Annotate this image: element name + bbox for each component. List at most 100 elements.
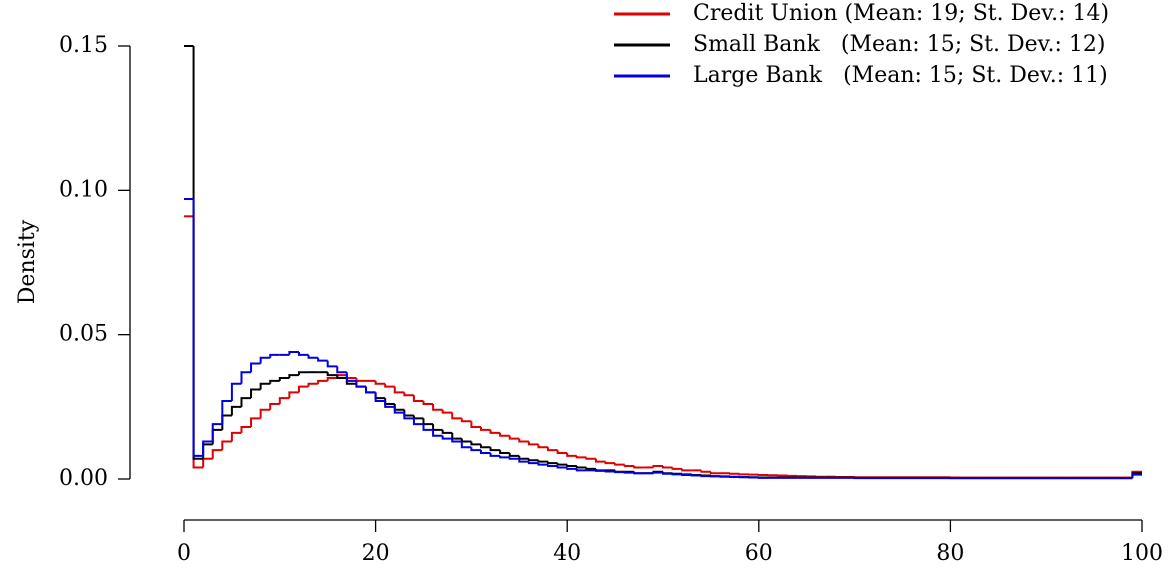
histogram-step xyxy=(662,472,673,475)
histogram-step xyxy=(556,450,568,455)
histogram-step xyxy=(479,444,491,449)
histogram-step xyxy=(537,460,549,463)
histogram-step xyxy=(518,455,529,460)
x-tick-label: 0 xyxy=(177,541,191,566)
histogram-step xyxy=(614,471,625,474)
histogram-step xyxy=(527,458,539,462)
histogram-step xyxy=(403,412,414,420)
histogram-step xyxy=(202,443,213,459)
histogram-step xyxy=(326,360,338,368)
histogram-step xyxy=(336,366,347,374)
histogram-step xyxy=(240,426,252,433)
histogram-step xyxy=(297,351,309,356)
histogram-step xyxy=(393,403,405,411)
histogram-step xyxy=(192,198,204,457)
histogram-step xyxy=(422,401,434,405)
histogram-step xyxy=(441,409,453,414)
histogram-step xyxy=(652,465,663,468)
histogram-step xyxy=(374,392,386,400)
histogram-step xyxy=(585,457,596,460)
histogram-step xyxy=(479,450,491,455)
histogram-step xyxy=(250,417,261,428)
y-axis-label: Density xyxy=(15,219,40,304)
histogram-step xyxy=(211,423,223,442)
histogram-step xyxy=(259,408,271,419)
histogram-step xyxy=(499,455,510,459)
histogram-step xyxy=(681,473,692,476)
histogram-step xyxy=(384,398,395,405)
histogram-step xyxy=(709,471,721,475)
histogram-step xyxy=(374,392,386,403)
histogram-step xyxy=(547,447,558,452)
histogram-step xyxy=(547,461,558,465)
histogram-step xyxy=(652,471,663,474)
histogram-step xyxy=(326,376,338,381)
legend-label: Large Bank (Mean: 15; St. Dev.: 11) xyxy=(693,63,1108,88)
histogram-step xyxy=(211,428,223,445)
histogram-step xyxy=(230,382,242,402)
histogram-step xyxy=(317,379,328,384)
histogram-step xyxy=(441,435,453,440)
histogram-step xyxy=(192,46,204,460)
histogram-step xyxy=(508,453,520,457)
histogram-step xyxy=(527,441,539,446)
histogram-step xyxy=(374,380,386,385)
y-tick-label: 0.00 xyxy=(59,466,108,491)
histogram-step xyxy=(422,418,434,426)
histogram-step xyxy=(211,449,223,459)
histogram-step xyxy=(633,472,644,475)
histogram-step xyxy=(451,438,462,443)
histogram-step xyxy=(317,357,328,362)
x-tick-label: 40 xyxy=(553,541,581,566)
histogram-step xyxy=(355,380,367,388)
histogram-step xyxy=(221,414,232,430)
legend-label: Credit Union (Mean: 19; St. Dev.: 14) xyxy=(693,1,1109,26)
histogram-step xyxy=(1131,473,1142,479)
histogram-step xyxy=(269,379,280,384)
histogram-step xyxy=(269,353,280,358)
histogram-step xyxy=(403,392,414,397)
histogram-step xyxy=(221,440,232,451)
histogram-step xyxy=(240,397,252,407)
histogram-series xyxy=(184,197,1142,480)
histogram-step xyxy=(230,431,242,442)
histogram-step xyxy=(729,472,740,475)
histogram-step xyxy=(604,461,616,465)
histogram-step xyxy=(278,397,290,404)
histogram-step xyxy=(518,438,529,443)
histogram-step xyxy=(460,441,472,449)
histogram-step xyxy=(240,371,252,384)
histogram-step xyxy=(671,467,683,470)
histogram-step xyxy=(202,440,213,456)
histogram-step xyxy=(594,469,606,472)
histogram-series xyxy=(184,45,1142,480)
histogram-step xyxy=(297,371,309,376)
histogram-step xyxy=(460,438,472,443)
histogram-step xyxy=(537,444,549,449)
histogram-step xyxy=(575,455,587,459)
histogram-step xyxy=(566,467,577,470)
histogram-step xyxy=(250,388,261,399)
histogram-step xyxy=(460,418,472,423)
x-tick-label: 80 xyxy=(936,541,964,566)
histogram-step xyxy=(527,461,539,465)
histogram-step xyxy=(662,466,673,469)
histogram-step xyxy=(441,429,453,434)
histogram-step xyxy=(575,468,587,472)
histogram-step xyxy=(623,471,635,474)
histogram-step xyxy=(432,429,443,437)
histogram-step xyxy=(681,468,692,472)
histogram-step xyxy=(575,466,587,469)
histogram-step xyxy=(489,429,501,434)
histogram-step xyxy=(671,473,683,476)
histogram-step xyxy=(566,453,577,457)
x-tick-label: 100 xyxy=(1121,541,1163,566)
histogram-step xyxy=(547,464,558,468)
histogram-step xyxy=(614,463,625,466)
histogram-step xyxy=(556,466,568,469)
histogram-step xyxy=(355,377,367,382)
histogram-step xyxy=(297,385,309,393)
histogram-step xyxy=(288,374,299,378)
histogram-series xyxy=(184,215,1142,479)
